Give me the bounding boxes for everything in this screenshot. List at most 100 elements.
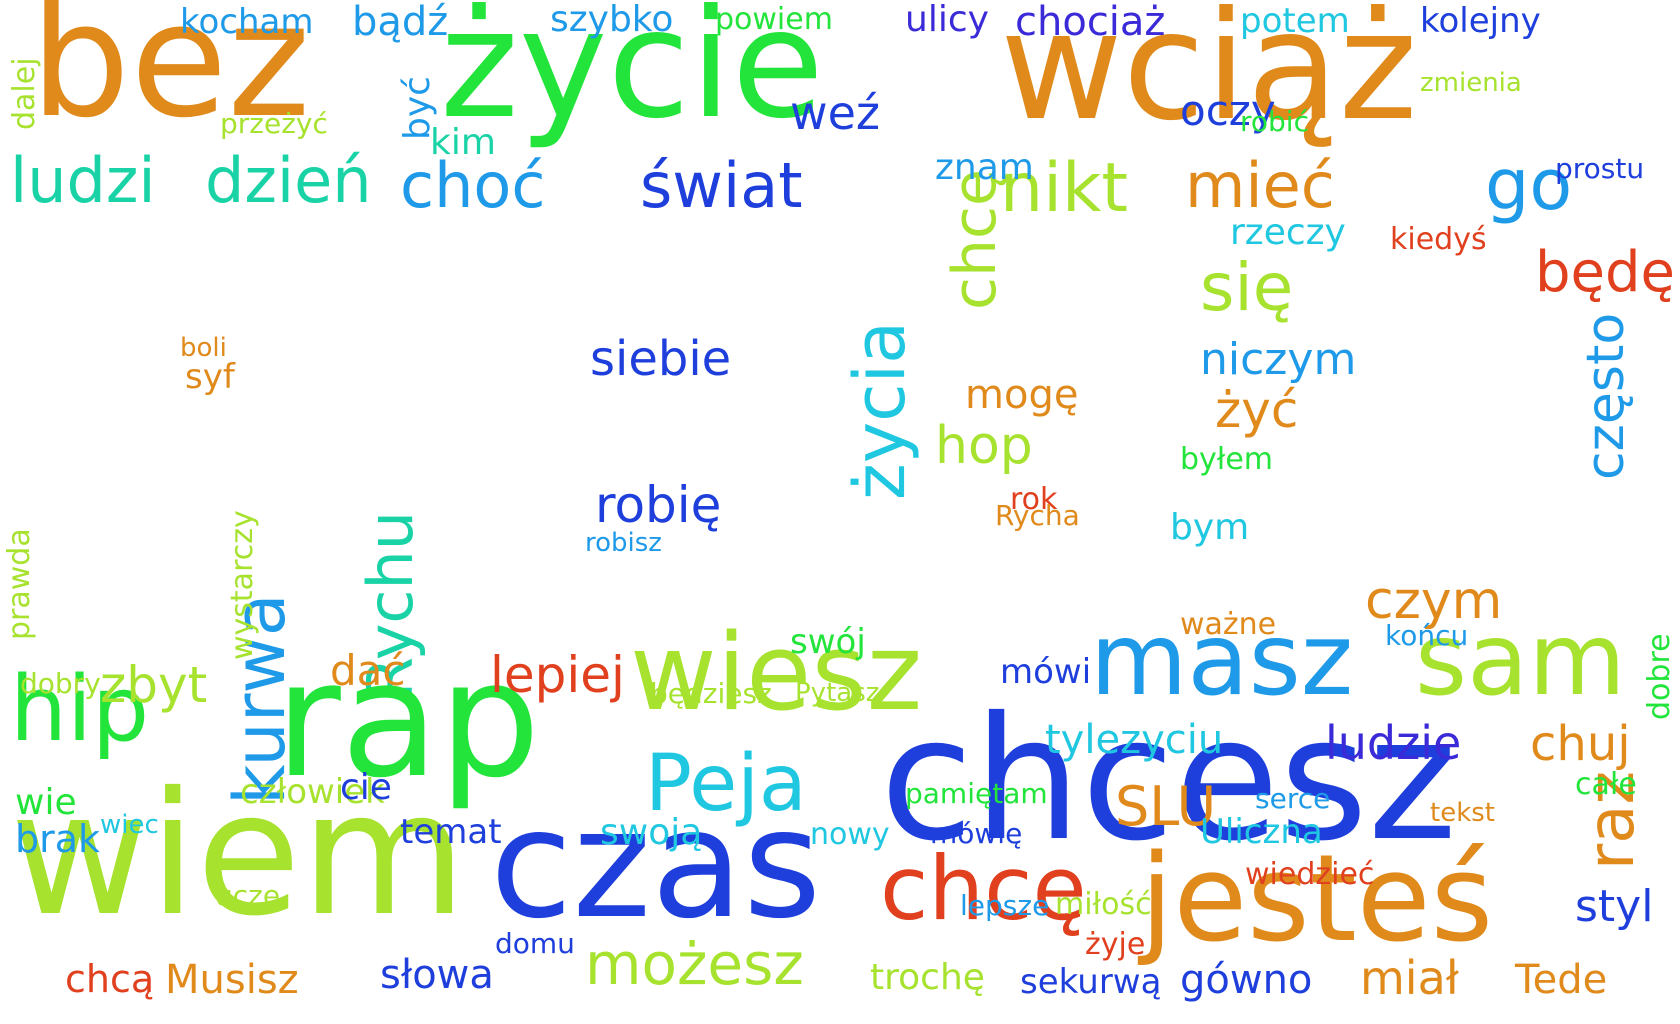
word-mowi: mówi	[1000, 652, 1092, 692]
word-boli: boli	[180, 333, 227, 363]
word-temat: temat	[400, 812, 502, 852]
word-mowie: mówię	[930, 817, 1023, 850]
word-nowy: nowy	[810, 817, 890, 852]
word-tede: Tede	[1515, 957, 1608, 1003]
word-czlowiek: człowiek	[240, 772, 385, 812]
word-bylem: byłem	[1180, 442, 1274, 477]
word-wiedziec: wiedzieć	[1245, 857, 1375, 892]
word-mial: miał	[1360, 951, 1459, 1005]
word-swoj: swój	[790, 622, 866, 662]
word-swoja: swoją	[600, 812, 703, 853]
word-sam: sam	[1415, 601, 1626, 718]
word-prawda-vertical: prawda	[2, 528, 37, 640]
word-syf: syf	[185, 357, 235, 397]
word-ludzie: ludzie	[1325, 716, 1462, 770]
word-dobre-vertical: dobre	[1642, 633, 1677, 720]
word-rok: rok	[1010, 482, 1058, 517]
word-musisz: Musisz	[165, 957, 299, 1003]
word-wystarczy-vertical: wystarczy	[225, 510, 260, 660]
word-gowno: gówno	[1180, 957, 1313, 1003]
word-czesto-vertical: często	[1576, 312, 1636, 480]
word-tekst: tekst	[1430, 798, 1495, 828]
word-uliczna: Uliczna	[1200, 812, 1323, 852]
word-ulicy: ulicy	[905, 0, 989, 40]
word-chcesz: chcesz	[880, 681, 1458, 879]
word-wiem: wiem	[10, 756, 467, 954]
word-masz: masz	[1090, 601, 1354, 718]
word-zyc: żyć	[1215, 381, 1299, 439]
word-dac: dać	[330, 646, 406, 695]
word-ucze: uczę	[215, 879, 281, 912]
word-kiedys: kiedyś	[1390, 222, 1487, 257]
word-slu: SLU	[1115, 775, 1217, 838]
word-kocham: kocham	[180, 2, 314, 42]
word-powiem: powiem	[715, 2, 833, 37]
word-przezyc: przeżyć	[220, 107, 328, 140]
word-czym: czym	[1365, 571, 1503, 631]
word-wiec: wiec	[100, 810, 159, 840]
word-kolejny: kolejny	[1420, 1, 1541, 41]
word-dzien: dzień	[205, 144, 372, 217]
word-milosc: miłość	[1055, 887, 1152, 922]
word-hop: hop	[935, 416, 1033, 476]
word-kim: kim	[430, 122, 496, 163]
word-domu: domu	[495, 927, 575, 960]
word-prostu: prostu	[1555, 152, 1645, 185]
word-chca: chcą	[65, 957, 155, 1001]
word-choc: choć	[400, 149, 546, 222]
word-badz: bądź	[352, 0, 449, 45]
word-zycie: życie	[440, 0, 824, 152]
word-troche: trochę	[870, 957, 985, 998]
word-robisz: robisz	[585, 528, 662, 558]
word-szybko: szybko	[550, 0, 674, 40]
word-potem: potem	[1240, 1, 1350, 41]
word-rzeczy: rzeczy	[1230, 212, 1346, 253]
word-ludzi: ludzi	[10, 144, 156, 217]
word-koncu: końcu	[1385, 619, 1469, 652]
word-bym: bym	[1170, 507, 1250, 548]
word-slowa: słowa	[380, 952, 494, 998]
word-zyje: żyje	[1085, 927, 1146, 962]
word-chociaz: chociaż	[1015, 0, 1166, 45]
word-hip: hip	[10, 657, 150, 762]
word-wiesz: wiesz	[630, 611, 923, 734]
word-styl: styl	[1575, 881, 1654, 932]
word-zmienia: zmienia	[1420, 68, 1522, 98]
word-bedziesz: będziesz	[650, 677, 772, 710]
word-wciaz: wciąż	[1000, 0, 1418, 154]
word-wazne: ważne	[1180, 607, 1277, 642]
word-robie: robię	[595, 476, 722, 534]
word-wez: weź	[790, 86, 881, 140]
word-miec: mieć	[1185, 149, 1335, 222]
word-cie: cie	[340, 767, 392, 808]
word-byc-vertical: być	[397, 76, 438, 140]
word-chce-vertical: chcę	[940, 169, 1010, 310]
word-niczym: niczym	[1200, 334, 1357, 385]
word-bez: bez	[30, 0, 311, 153]
word-bede: będę	[1535, 240, 1675, 305]
word-znam: znam	[935, 147, 1034, 188]
word-chce-red: chcę	[880, 837, 1087, 940]
word-jestes: jesteś	[1140, 830, 1494, 969]
word-wie: wie	[15, 782, 77, 823]
word-cale: całe	[1575, 767, 1637, 802]
word-nikt: nikt	[1000, 149, 1129, 228]
word-go: go	[1485, 144, 1573, 226]
word-zbyt: zbyt	[100, 656, 208, 714]
word-lepiej: lepiej	[490, 646, 625, 704]
word-serce: serce	[1255, 782, 1331, 815]
word-oczy: oczy	[1180, 86, 1276, 135]
word-czas: czas	[490, 778, 822, 952]
word-brak: brak	[15, 817, 101, 861]
word-swiat: świat	[640, 149, 803, 222]
word-zycia-vertical: życia	[839, 321, 921, 500]
word-sie: się	[1200, 249, 1294, 326]
word-tylezyciu: tylezyciu	[1045, 717, 1224, 763]
word-mozesz: możesz	[585, 930, 804, 998]
word-lepsze: lepsze	[960, 889, 1050, 922]
word-peja: Peja	[645, 739, 807, 829]
word-rap: rap	[275, 626, 541, 813]
word-robic: robić	[1240, 105, 1309, 138]
word-moge: mogę	[965, 372, 1079, 418]
